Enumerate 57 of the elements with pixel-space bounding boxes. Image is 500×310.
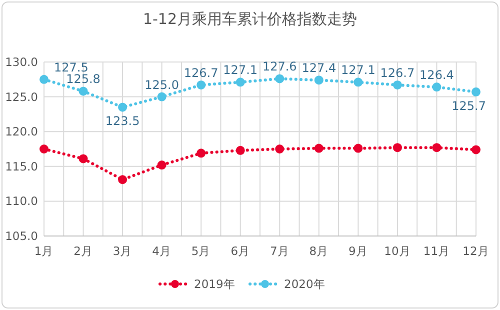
- point: [78, 154, 88, 164]
- point: [40, 144, 48, 154]
- y-tick-label: 120.0: [5, 124, 38, 139]
- point: [196, 80, 206, 90]
- data-label: 125.0: [144, 78, 179, 92]
- point: [354, 144, 363, 153]
- point: [40, 74, 48, 84]
- point: [472, 145, 480, 154]
- data-label: 123.5: [105, 114, 140, 128]
- y-tick-label: 130.0: [5, 55, 38, 69]
- point: [354, 78, 363, 87]
- point: [157, 160, 166, 170]
- x-tick-label: 3月: [112, 244, 132, 258]
- x-tick-label: 9月: [348, 244, 368, 258]
- legend-label: 2020年: [284, 277, 326, 291]
- point: [118, 175, 128, 184]
- x-tick-label: 7月: [270, 244, 290, 258]
- point: [472, 87, 480, 96]
- x-tick-label: 6月: [230, 244, 250, 258]
- point: [196, 148, 206, 158]
- data-label: 127.1: [341, 63, 376, 78]
- point: [314, 76, 324, 85]
- y-tick-label: 115.0: [5, 159, 38, 174]
- data-label: 127.4: [302, 61, 336, 76]
- point: [157, 92, 166, 102]
- data-label: 126.4: [420, 68, 454, 82]
- x-tick-label: 2月: [74, 244, 93, 258]
- point: [118, 102, 128, 112]
- x-tick-label: 5月: [191, 244, 211, 258]
- legend-label: 2019年: [194, 277, 236, 291]
- x-tick-label: 11月: [423, 244, 450, 258]
- point: [432, 82, 442, 92]
- x-tick-label: 1月: [34, 244, 54, 258]
- point: [275, 74, 284, 84]
- point: [392, 80, 402, 90]
- data-label: 125.8: [66, 72, 100, 86]
- data-label: 125.7: [452, 98, 486, 113]
- y-tick-label: 110.0: [5, 194, 38, 208]
- x-tick-label: 8月: [309, 244, 329, 258]
- data-label: 127.1: [223, 63, 258, 78]
- data-label: 126.7: [380, 66, 415, 80]
- point: [236, 146, 245, 155]
- data-label: 127.5: [54, 60, 88, 74]
- point: [432, 143, 442, 152]
- data-label: 126.7: [184, 66, 218, 80]
- x-tick-label: 10月: [384, 244, 411, 258]
- point: [392, 143, 402, 152]
- data-label: 127.6: [262, 60, 297, 74]
- chart-title: 1-12月乘用车累计价格指数走势: [142, 10, 358, 28]
- y-tick-label: 105.0: [5, 229, 38, 243]
- point: [314, 144, 324, 153]
- x-tick-label: 12月: [462, 244, 490, 258]
- point: [275, 144, 284, 154]
- point: [78, 86, 88, 96]
- point: [236, 78, 245, 87]
- y-tick-label: 125.0: [5, 90, 38, 104]
- x-tick-label: 4月: [152, 244, 172, 258]
